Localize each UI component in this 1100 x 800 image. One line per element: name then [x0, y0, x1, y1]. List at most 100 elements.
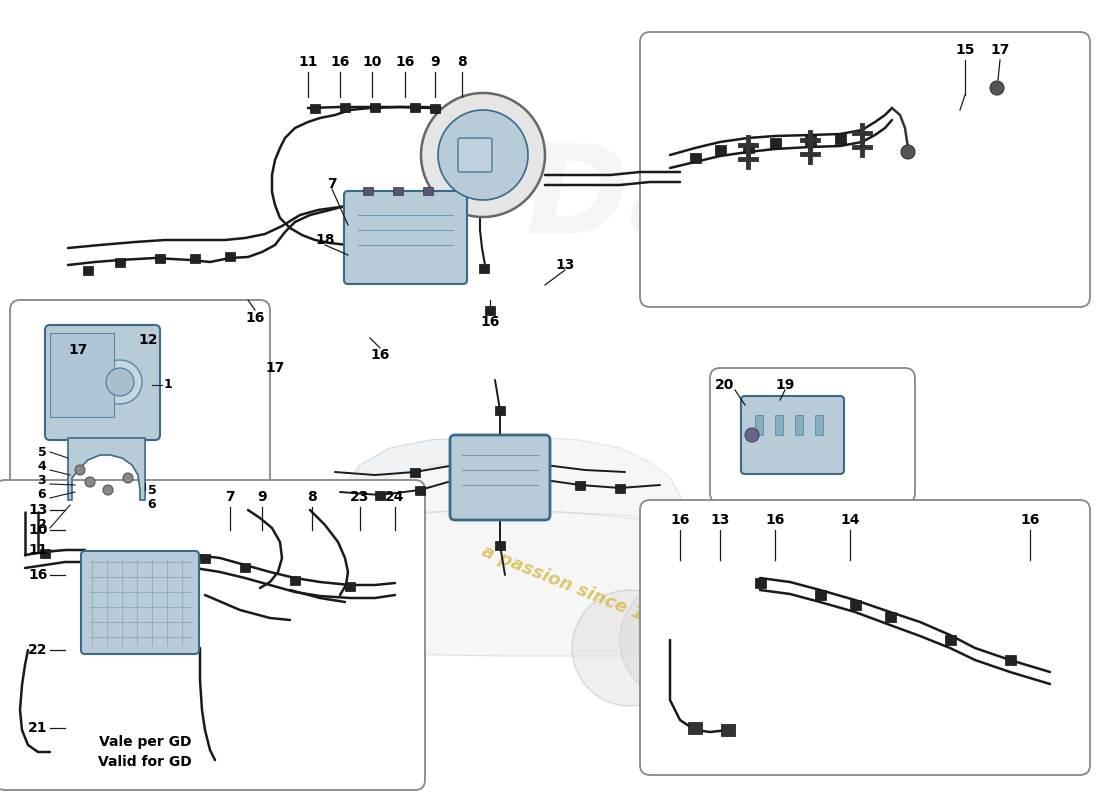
Text: 10: 10	[29, 523, 47, 537]
Text: 4: 4	[37, 459, 46, 473]
Bar	[363, 187, 373, 195]
Bar	[430, 103, 440, 113]
Circle shape	[745, 428, 759, 442]
FancyBboxPatch shape	[81, 551, 199, 654]
Text: 16: 16	[766, 513, 784, 527]
Text: 7: 7	[226, 490, 234, 504]
Bar	[424, 187, 433, 195]
Text: Dares: Dares	[526, 139, 934, 261]
Text: 16: 16	[481, 315, 499, 329]
Circle shape	[438, 110, 528, 200]
Text: 9: 9	[257, 490, 267, 504]
Bar	[393, 187, 403, 195]
Text: 16: 16	[29, 568, 47, 582]
Bar	[345, 582, 355, 590]
Circle shape	[103, 485, 113, 495]
Text: 9: 9	[430, 55, 440, 69]
Bar	[200, 554, 210, 562]
Bar	[795, 415, 803, 435]
Text: 6: 6	[37, 487, 46, 501]
Bar	[1004, 655, 1015, 665]
Bar	[690, 153, 701, 163]
Circle shape	[620, 580, 740, 700]
Bar	[40, 549, 49, 558]
Text: 17: 17	[265, 361, 285, 375]
Bar	[375, 490, 385, 499]
Text: 20: 20	[715, 378, 735, 392]
Circle shape	[106, 368, 134, 396]
FancyBboxPatch shape	[10, 300, 269, 565]
Bar	[715, 145, 726, 155]
Text: 16: 16	[670, 513, 690, 527]
Text: 22: 22	[29, 643, 47, 657]
Bar	[755, 578, 766, 588]
Bar	[804, 135, 815, 145]
Bar	[190, 254, 200, 262]
Bar	[478, 263, 490, 273]
Circle shape	[901, 145, 915, 159]
Text: 19: 19	[776, 378, 794, 392]
Bar	[720, 724, 735, 736]
Text: 13: 13	[711, 513, 729, 527]
Bar	[815, 415, 823, 435]
Text: 12: 12	[139, 333, 157, 347]
Text: 16: 16	[371, 348, 389, 362]
Bar	[575, 481, 585, 490]
FancyBboxPatch shape	[45, 325, 159, 440]
Bar	[495, 541, 505, 550]
Text: 11: 11	[29, 543, 47, 557]
Bar	[415, 486, 425, 494]
Text: 8: 8	[307, 490, 317, 504]
Circle shape	[642, 602, 718, 678]
Bar	[290, 575, 300, 585]
FancyBboxPatch shape	[344, 191, 468, 284]
FancyBboxPatch shape	[640, 500, 1090, 775]
Bar	[410, 467, 420, 477]
Text: 1: 1	[164, 378, 173, 391]
Text: 10: 10	[362, 55, 382, 69]
Text: 14: 14	[840, 513, 860, 527]
Text: 13: 13	[556, 258, 574, 272]
Text: 24: 24	[385, 490, 405, 504]
Text: 16: 16	[395, 55, 415, 69]
Text: 3: 3	[37, 474, 46, 486]
Text: 5: 5	[147, 483, 156, 497]
Bar	[688, 722, 702, 734]
Text: 21: 21	[29, 721, 47, 735]
FancyBboxPatch shape	[450, 435, 550, 520]
Bar	[884, 612, 895, 622]
Bar	[495, 406, 505, 414]
Circle shape	[85, 477, 95, 487]
Bar	[226, 251, 235, 261]
Bar	[945, 635, 956, 645]
FancyBboxPatch shape	[50, 333, 114, 417]
FancyBboxPatch shape	[640, 32, 1090, 307]
Circle shape	[421, 93, 544, 217]
Bar	[485, 306, 495, 314]
Bar	[410, 102, 420, 111]
Circle shape	[572, 590, 688, 706]
Text: 13: 13	[29, 503, 47, 517]
Text: 15: 15	[955, 43, 975, 57]
FancyBboxPatch shape	[0, 480, 425, 790]
Bar	[155, 254, 165, 262]
Bar	[742, 143, 754, 153]
Text: 5: 5	[37, 446, 46, 458]
Circle shape	[990, 81, 1004, 95]
Bar	[835, 134, 846, 144]
Text: 16: 16	[245, 311, 265, 325]
Text: 16: 16	[1021, 513, 1040, 527]
Text: 7: 7	[327, 177, 337, 191]
FancyBboxPatch shape	[710, 368, 915, 503]
FancyBboxPatch shape	[458, 138, 492, 172]
Circle shape	[75, 465, 85, 475]
Text: 6: 6	[147, 498, 156, 511]
Polygon shape	[320, 437, 685, 520]
Circle shape	[268, 603, 352, 687]
Bar	[310, 103, 320, 113]
Text: 23: 23	[350, 490, 370, 504]
Text: 17: 17	[68, 343, 88, 357]
Text: 2: 2	[37, 518, 46, 531]
Circle shape	[98, 360, 142, 404]
FancyBboxPatch shape	[741, 396, 844, 474]
